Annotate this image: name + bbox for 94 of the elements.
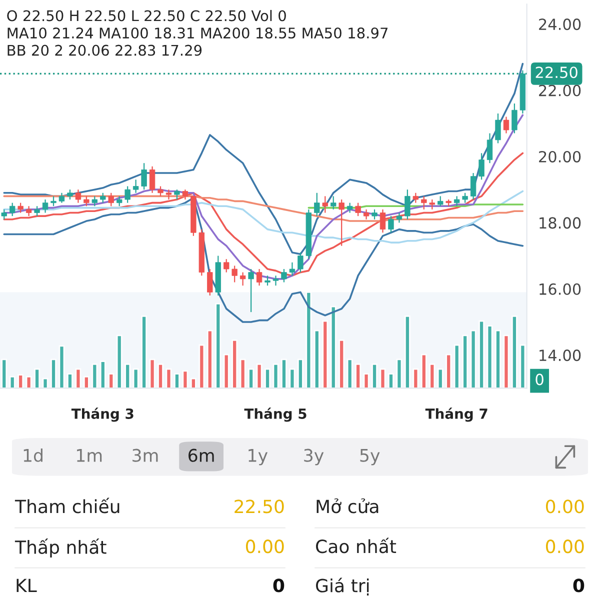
y-tick-label: 16.00 [540, 283, 581, 295]
candlestick [240, 272, 246, 286]
text: 0 [273, 578, 284, 592]
candlestick [438, 196, 444, 207]
candlestick [141, 162, 147, 190]
candlestick [338, 198, 344, 246]
candlestick [58, 192, 65, 204]
y-tick-label: 18.00 [540, 217, 581, 229]
candlestick [116, 196, 122, 207]
candlestick [454, 196, 460, 207]
annotation: O 22.50 H 22.50 L 22.50 C 22.50 Vol 0 [7, 10, 286, 22]
text: 22.50 [234, 500, 284, 514]
candlestick [429, 198, 435, 210]
candlestick [495, 112, 501, 144]
text: KL [16, 578, 37, 592]
annotation: MA10 21.24 MA100 18.31 MA200 18.55 MA50 18.97 [8, 27, 388, 39]
text: 0 [573, 578, 584, 592]
candlestick [158, 186, 164, 197]
candlestick [503, 116, 510, 134]
candlestick [330, 196, 336, 210]
candlestick [132, 179, 139, 194]
text: Cao nhất [316, 538, 396, 554]
candlestick [92, 196, 98, 207]
text: 0.00 [546, 540, 584, 554]
candlestick [182, 189, 188, 200]
candlestick [75, 189, 82, 204]
text: 5y [360, 449, 380, 466]
candlestick [248, 268, 254, 313]
text: Thấp nhất [14, 538, 106, 558]
candlestick [232, 265, 238, 283]
candlestick [42, 198, 48, 214]
candlestick [256, 268, 262, 286]
y-tick-label: 24.00 [539, 18, 581, 30]
x-tick-label: Tháng 3 [71, 408, 134, 422]
text: Mở cửa [316, 498, 378, 514]
candlestick [207, 268, 213, 296]
candlestick [486, 132, 493, 164]
candlestick [272, 275, 279, 286]
candlestick [67, 189, 73, 200]
candlestick [314, 192, 320, 217]
text: 0 [536, 374, 544, 386]
annotation: BB 20 2 20.06 22.83 17.29 [8, 44, 202, 56]
text: 6m [188, 448, 214, 462]
y-tick-label: 14.00 [540, 350, 581, 362]
candlestick [404, 189, 410, 220]
candlestick [84, 196, 90, 207]
candlestick [26, 206, 32, 217]
candlestick [50, 196, 56, 207]
candlestick [289, 262, 296, 276]
text: 1m [77, 449, 102, 462]
candlestick [166, 189, 172, 200]
candlestick [380, 208, 386, 234]
candlestick [298, 252, 304, 273]
line-series [3, 62, 524, 256]
candlestick [34, 206, 40, 217]
candlestick [108, 192, 114, 207]
candlestick [512, 102, 518, 134]
candlestick [388, 216, 394, 234]
line-series [3, 190, 524, 244]
text: 3y [304, 448, 324, 466]
text: Giá trị [316, 578, 369, 596]
text: 0.00 [246, 540, 284, 554]
candlestick [346, 202, 353, 214]
candlestick [355, 202, 361, 217]
text: 3m [132, 448, 158, 462]
candlestick [470, 172, 476, 200]
x-tick-label: Tháng 5 [244, 408, 306, 422]
candlestick [1, 208, 7, 220]
candlestick [264, 275, 270, 286]
candlestick [224, 258, 230, 273]
candlestick [100, 192, 106, 204]
candlestick [149, 166, 156, 194]
candlestick [478, 152, 484, 180]
candlestick [412, 192, 419, 204]
text: Tham chiếu [14, 498, 120, 514]
candlestick [372, 208, 378, 220]
text: 1y [248, 449, 268, 466]
y-tick-label: 22.00 [539, 84, 581, 96]
candlestick [396, 212, 402, 224]
line-series [3, 196, 524, 323]
candlestick [18, 202, 24, 214]
x-tick-label: Tháng 7 [425, 408, 488, 422]
candlestick [421, 196, 427, 210]
candlestick [322, 196, 328, 214]
candlestick [281, 268, 287, 283]
ref-line-label: 22.50 [536, 66, 578, 78]
text: 0.00 [546, 500, 584, 514]
candlestick [462, 192, 468, 204]
y-tick-label: 20.00 [539, 150, 581, 162]
candlestick [124, 186, 130, 204]
text: 1d [24, 448, 42, 462]
candlestick [10, 202, 16, 217]
candlestick [363, 208, 370, 220]
candlestick [174, 189, 180, 200]
